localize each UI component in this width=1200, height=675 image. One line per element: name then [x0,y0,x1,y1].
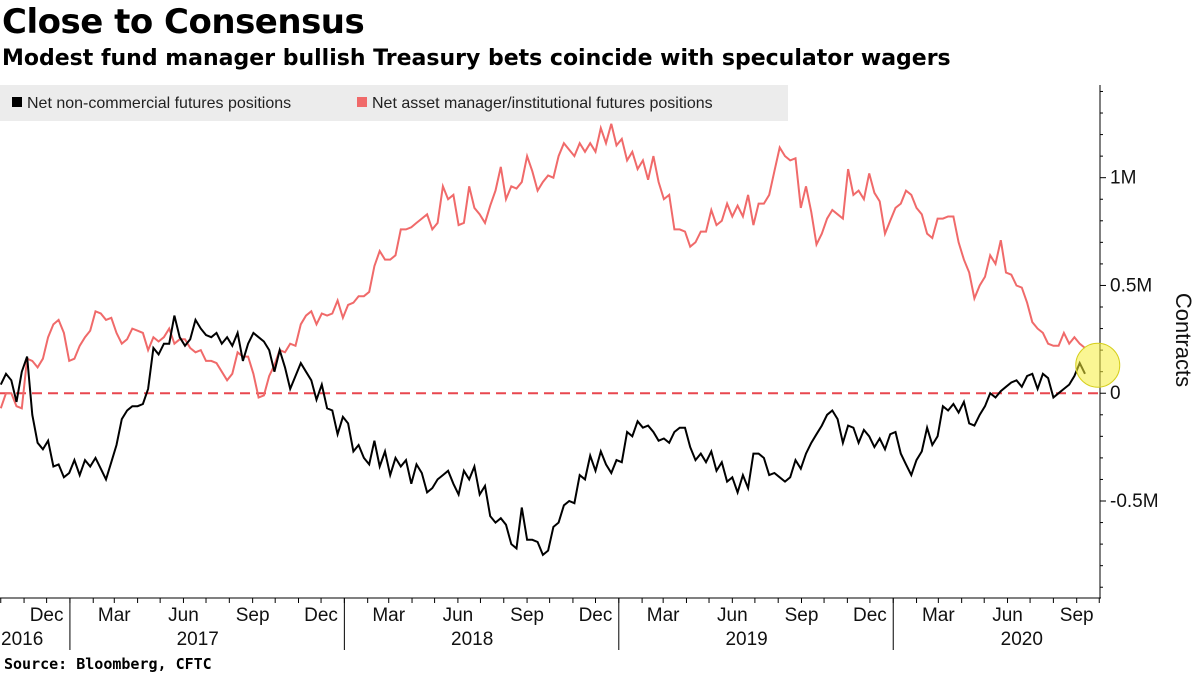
x-year-label: 2020 [1001,629,1043,650]
x-tick-label: Dec [30,605,64,626]
x-tick-label: Mar [372,605,405,626]
x-tick-label: Mar [922,605,955,626]
legend-swatch-asset-manager [357,97,367,107]
legend: Net non-commercial futures positions Net… [0,85,788,121]
x-axis-ticks [0,598,1100,650]
legend-label-non-commercial: Net non-commercial futures positions [27,95,291,112]
non-commercial-series-line [0,315,1086,557]
legend-label-asset-manager: Net asset manager/institutional futures … [372,95,713,112]
x-axis-year-labels: 2016 2017 2018 2019 2020 [1,629,1043,650]
chart-subtitle: Modest fund manager bullish Treasury bet… [2,46,951,71]
source-note: Source: Bloomberg, CFTC [4,655,212,673]
x-tick-label: Dec [853,605,887,626]
y-axis-labels: 1M 0.5M 0 -0.5M [1110,168,1159,512]
highlight-circle [1075,342,1121,388]
x-tick-label: Sep [510,605,544,626]
x-tick-label: Sep [785,605,819,626]
chart-title: Close to Consensus [2,2,365,42]
y-tick-label: 0 [1110,383,1121,404]
x-tick-label: Dec [579,605,613,626]
x-tick-label: Mar [647,605,680,626]
y-tick-label: -0.5M [1110,491,1159,512]
y-tick-label: 0.5M [1110,275,1152,296]
y-tick-label: 1M [1110,168,1136,189]
asset-manager-series-line [0,123,1086,410]
x-year-label: 2018 [451,629,493,650]
x-tick-label: Sep [236,605,270,626]
x-tick-label: Jun [992,605,1023,626]
y-axis-ticks [1100,90,1106,588]
x-year-label: 2016 [1,629,43,650]
x-axis-labels: Dec Mar Jun Sep Dec Mar Jun Sep Dec Mar Jun Sep Dec M… [30,605,1094,626]
x-tick-label: Mar [98,605,131,626]
x-tick-label: Jun [443,605,474,626]
x-tick-label: Jun [168,605,199,626]
legend-background [0,85,788,121]
y-axis-title: Contracts [1171,293,1196,387]
legend-swatch-non-commercial [12,97,22,107]
x-year-label: 2017 [177,629,219,650]
x-tick-label: Sep [1060,605,1094,626]
x-tick-label: Dec [304,605,338,626]
x-tick-label: Jun [717,605,748,626]
x-year-label: 2019 [725,629,767,650]
